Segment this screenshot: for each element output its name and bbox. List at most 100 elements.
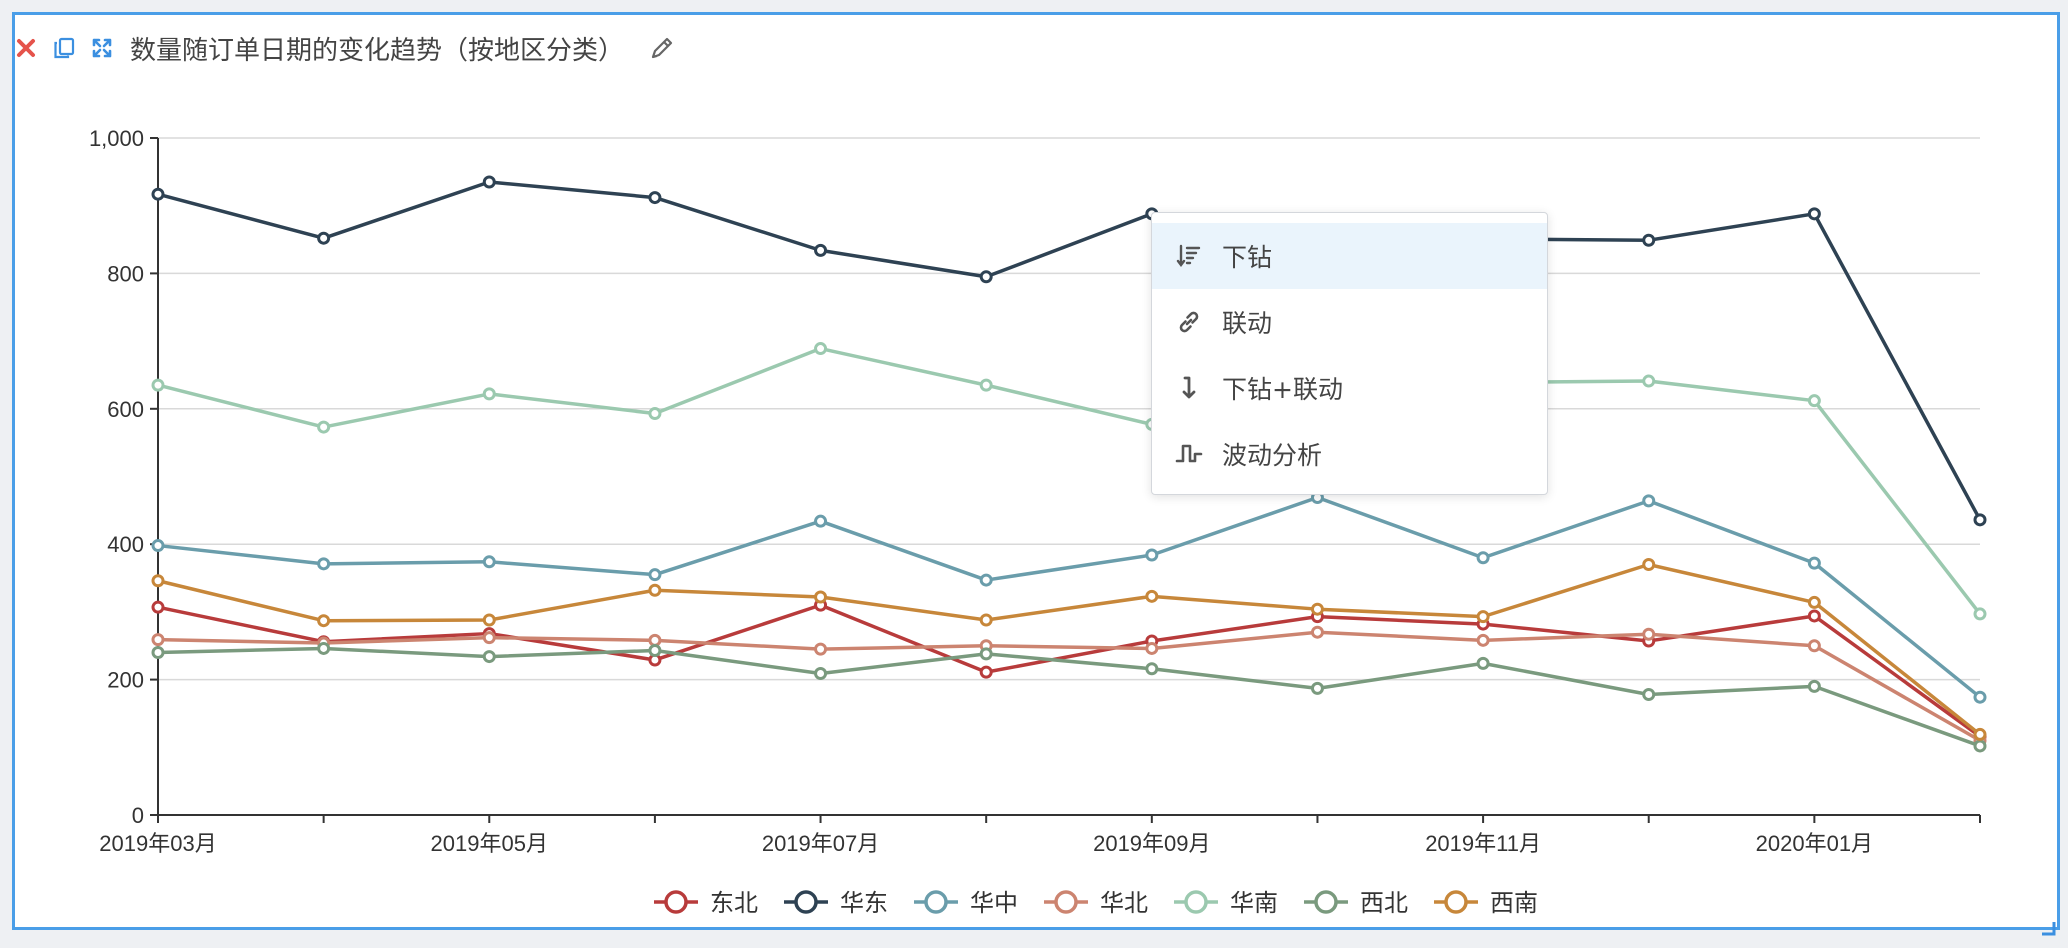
data-point[interactable] bbox=[1642, 627, 1656, 641]
data-point[interactable] bbox=[317, 641, 331, 655]
data-point[interactable] bbox=[1807, 639, 1821, 653]
data-point[interactable] bbox=[151, 539, 165, 553]
data-point[interactable] bbox=[1310, 681, 1324, 695]
data-point[interactable] bbox=[648, 643, 662, 657]
data-point[interactable] bbox=[482, 555, 496, 569]
data-point[interactable] bbox=[1973, 727, 1987, 741]
data-point[interactable] bbox=[1476, 551, 1490, 565]
fluctuation-step-icon bbox=[1174, 439, 1204, 469]
data-point[interactable] bbox=[1807, 394, 1821, 408]
legend-label[interactable]: 东北 bbox=[710, 889, 758, 917]
data-point[interactable] bbox=[1145, 589, 1159, 603]
drill-down-sort-icon bbox=[1174, 241, 1204, 271]
data-point[interactable] bbox=[1642, 494, 1656, 508]
data-point[interactable] bbox=[1807, 556, 1821, 570]
data-point[interactable] bbox=[151, 187, 165, 201]
data-point[interactable] bbox=[648, 583, 662, 597]
data-point[interactable] bbox=[979, 647, 993, 661]
data-point[interactable] bbox=[814, 243, 828, 257]
data-point[interactable] bbox=[1807, 679, 1821, 693]
resize-handle-icon[interactable] bbox=[2040, 920, 2056, 936]
data-point[interactable] bbox=[1973, 739, 1987, 753]
x-tick-label: 2020年01月 bbox=[1756, 831, 1873, 856]
data-point[interactable] bbox=[1642, 233, 1656, 247]
data-point[interactable] bbox=[1476, 656, 1490, 670]
data-point[interactable] bbox=[1145, 662, 1159, 676]
y-tick-label: 600 bbox=[107, 397, 144, 422]
data-point[interactable] bbox=[1310, 602, 1324, 616]
data-point[interactable] bbox=[814, 667, 828, 681]
data-point[interactable] bbox=[979, 613, 993, 627]
data-point[interactable] bbox=[151, 646, 165, 660]
data-point[interactable] bbox=[482, 387, 496, 401]
data-point[interactable] bbox=[151, 600, 165, 614]
close-icon[interactable] bbox=[12, 34, 40, 62]
data-point[interactable] bbox=[1145, 641, 1159, 655]
data-point[interactable] bbox=[814, 590, 828, 604]
data-point[interactable] bbox=[979, 573, 993, 587]
data-point[interactable] bbox=[979, 270, 993, 284]
legend-swatch-marker[interactable] bbox=[794, 890, 818, 914]
series-line bbox=[157, 562, 1982, 736]
expand-icon[interactable] bbox=[88, 34, 116, 62]
data-point[interactable] bbox=[482, 631, 496, 645]
menu-item-fluctuation[interactable]: 波动分析 bbox=[1152, 421, 1547, 487]
y-tick-label: 400 bbox=[107, 532, 144, 557]
legend-swatch-marker[interactable] bbox=[1184, 890, 1208, 914]
data-point[interactable] bbox=[648, 407, 662, 421]
data-point[interactable] bbox=[1807, 609, 1821, 623]
data-point[interactable] bbox=[317, 614, 331, 628]
data-point[interactable] bbox=[151, 633, 165, 647]
data-point[interactable] bbox=[482, 175, 496, 189]
data-point[interactable] bbox=[1476, 610, 1490, 624]
edit-pencil-icon[interactable] bbox=[648, 34, 676, 62]
data-point[interactable] bbox=[648, 633, 662, 647]
legend-label[interactable]: 西北 bbox=[1360, 889, 1408, 917]
legend-swatch-marker[interactable] bbox=[1054, 890, 1078, 914]
data-point[interactable] bbox=[317, 231, 331, 245]
data-point[interactable] bbox=[317, 420, 331, 434]
legend-swatch-marker[interactable] bbox=[924, 890, 948, 914]
legend-label[interactable]: 华南 bbox=[1230, 889, 1278, 917]
menu-item-drill-link[interactable]: 下钻+联动 bbox=[1152, 355, 1547, 421]
data-point[interactable] bbox=[1807, 207, 1821, 221]
y-tick-label: 800 bbox=[107, 261, 144, 286]
menu-item-drill-down[interactable]: 下钻 bbox=[1152, 223, 1547, 289]
legend-swatch-marker[interactable] bbox=[1314, 890, 1338, 914]
data-point[interactable] bbox=[1642, 374, 1656, 388]
menu-item-link[interactable]: 联动 bbox=[1152, 289, 1547, 355]
data-point[interactable] bbox=[979, 665, 993, 679]
data-point[interactable] bbox=[1642, 687, 1656, 701]
data-point[interactable] bbox=[1642, 558, 1656, 572]
data-point[interactable] bbox=[151, 574, 165, 588]
data-point[interactable] bbox=[482, 650, 496, 664]
copy-icon[interactable] bbox=[50, 34, 78, 62]
data-point[interactable] bbox=[317, 557, 331, 571]
legend-swatch-marker[interactable] bbox=[1444, 890, 1468, 914]
data-point[interactable] bbox=[979, 378, 993, 392]
data-point[interactable] bbox=[151, 378, 165, 392]
data-point[interactable] bbox=[814, 642, 828, 656]
data-point[interactable] bbox=[1807, 595, 1821, 609]
data-point[interactable] bbox=[1476, 633, 1490, 647]
chart-panel bbox=[12, 12, 2060, 930]
data-point[interactable] bbox=[1145, 548, 1159, 562]
menu-item-label: 联动 bbox=[1222, 309, 1273, 338]
data-point[interactable] bbox=[814, 514, 828, 528]
data-point[interactable] bbox=[482, 613, 496, 627]
x-tick-label: 2019年07月 bbox=[762, 831, 879, 856]
legend-swatch-marker[interactable] bbox=[664, 890, 688, 914]
y-tick-label: 200 bbox=[107, 668, 144, 693]
legend-label[interactable]: 华东 bbox=[840, 889, 888, 917]
data-point[interactable] bbox=[814, 342, 828, 356]
legend-label[interactable]: 华中 bbox=[970, 889, 1018, 917]
legend-label[interactable]: 华北 bbox=[1100, 889, 1148, 917]
data-point[interactable] bbox=[1973, 690, 1987, 704]
data-point[interactable] bbox=[1310, 625, 1324, 639]
legend-label[interactable]: 西南 bbox=[1490, 889, 1538, 917]
data-point[interactable] bbox=[648, 191, 662, 205]
data-point[interactable] bbox=[1973, 607, 1987, 621]
data-point[interactable] bbox=[648, 568, 662, 582]
data-point[interactable] bbox=[1973, 513, 1987, 527]
